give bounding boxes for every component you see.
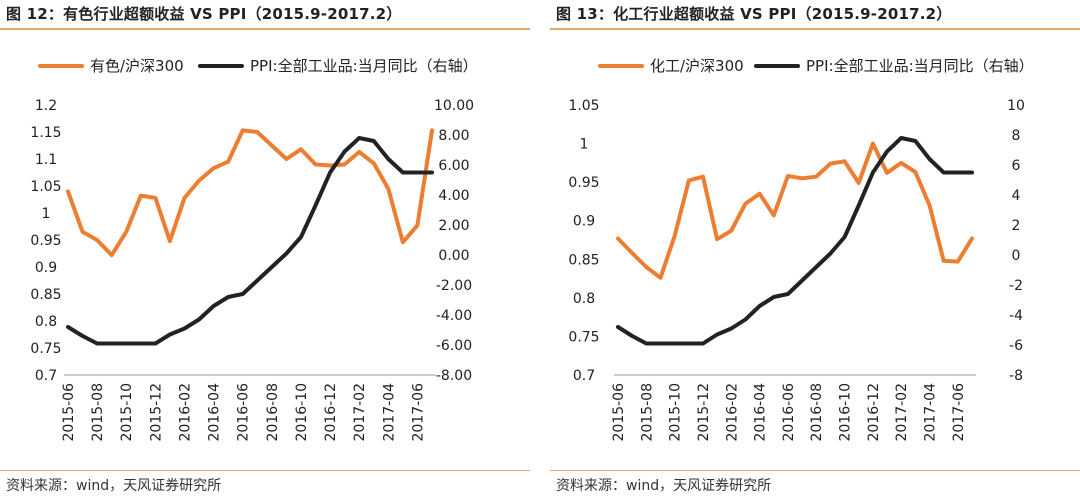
title-divider bbox=[0, 28, 530, 30]
y-right-tick-label: -2 bbox=[1009, 278, 1023, 294]
y-left-tick-label: 1.05 bbox=[30, 179, 61, 195]
y-left-tick-label: 0.75 bbox=[568, 329, 599, 345]
y-right-tick-label: 6 bbox=[1012, 158, 1021, 174]
x-tick-label: 2015-12 bbox=[148, 383, 164, 442]
x-tick-label: 2017-06 bbox=[410, 383, 426, 442]
x-tick-label: 2017-04 bbox=[381, 383, 397, 442]
series-line bbox=[616, 136, 974, 346]
y-right-tick-label: 0 bbox=[1012, 248, 1021, 264]
x-tick-label: 2015-12 bbox=[696, 383, 712, 442]
y-left-tick-label: 1.2 bbox=[35, 98, 57, 114]
y-left-tick-label: 0.85 bbox=[30, 287, 61, 303]
y-left-tick-label: 1 bbox=[580, 137, 589, 153]
title-divider bbox=[550, 28, 1080, 30]
y-left-tick-label: 0.95 bbox=[30, 233, 61, 249]
y-left-tick-label: 1 bbox=[42, 206, 51, 222]
x-tick-label: 2016-08 bbox=[809, 383, 825, 442]
y-right-tick-label: 6.00 bbox=[438, 158, 469, 174]
x-tick-label: 2017-02 bbox=[352, 383, 368, 442]
legend-label: 化工/沪深300 bbox=[650, 57, 744, 75]
x-tick-label: 2016-10 bbox=[838, 383, 854, 442]
x-tick-label: 2015-06 bbox=[611, 383, 627, 442]
x-tick-label: 2016-12 bbox=[323, 383, 339, 442]
y-left-tick-label: 0.8 bbox=[573, 291, 595, 307]
x-tick-label: 2015-08 bbox=[639, 383, 655, 442]
y-right-tick-label: -2.00 bbox=[436, 278, 472, 294]
y-left-tick-label: 0.9 bbox=[573, 214, 595, 230]
x-tick-label: 2017-02 bbox=[894, 383, 910, 442]
x-tick-label: 2016-04 bbox=[753, 383, 769, 442]
y-right-tick-label: 10.00 bbox=[434, 98, 474, 114]
x-tick-label: 2017-04 bbox=[923, 383, 939, 442]
x-tick-label: 2016-06 bbox=[781, 383, 797, 442]
x-tick-label: 2016-06 bbox=[236, 383, 252, 442]
y-right-tick-label: 8 bbox=[1012, 128, 1021, 144]
chart-title: 图 13：化工行业超额收益 VS PPI（2015.9-2017.2） bbox=[556, 5, 952, 23]
series-line bbox=[616, 141, 974, 280]
x-tick-label: 2016-02 bbox=[724, 383, 740, 442]
y-right-tick-label: -6 bbox=[1009, 338, 1023, 354]
x-tick-label: 2017-06 bbox=[951, 383, 967, 442]
y-left-tick-label: 1.05 bbox=[568, 98, 599, 114]
y-right-tick-label: 10 bbox=[1007, 98, 1025, 114]
y-left-tick-label: 0.75 bbox=[30, 341, 61, 357]
x-tick-label: 2015-06 bbox=[61, 383, 77, 442]
source-note: 资料来源：wind，天风证券研究所 bbox=[6, 478, 222, 494]
x-tick-label: 2015-08 bbox=[90, 383, 106, 442]
x-tick-label: 2016-04 bbox=[207, 383, 223, 442]
x-tick-label: 2015-10 bbox=[119, 383, 135, 442]
y-right-tick-label: -6.00 bbox=[436, 338, 472, 354]
y-right-tick-label: 0.00 bbox=[438, 248, 469, 264]
y-right-tick-label: 2.00 bbox=[438, 218, 469, 234]
source-divider bbox=[550, 470, 1080, 471]
y-right-tick-label: 4.00 bbox=[438, 188, 469, 204]
y-left-tick-label: 0.9 bbox=[35, 260, 57, 276]
x-tick-label: 2016-12 bbox=[866, 383, 882, 442]
legend-label: PPI:全部工业品:当月同比（右轴） bbox=[806, 57, 1034, 75]
series-line bbox=[66, 136, 434, 346]
y-right-tick-label: -8 bbox=[1009, 368, 1023, 384]
y-right-tick-label: 4 bbox=[1012, 188, 1021, 204]
y-left-tick-label: 0.95 bbox=[568, 175, 599, 191]
x-tick-label: 2016-08 bbox=[265, 383, 281, 442]
y-left-tick-label: 0.8 bbox=[35, 314, 57, 330]
chart-panel-nonferrous: 图 12：有色行业超额收益 VS PPI（2015.9-2017.2） 0.7 0… bbox=[0, 0, 530, 498]
source-note: 资料来源：wind，天风证券研究所 bbox=[556, 478, 772, 494]
y-right-tick-label: 8.00 bbox=[438, 128, 469, 144]
chart-title: 图 12：有色行业超额收益 VS PPI（2015.9-2017.2） bbox=[6, 5, 402, 23]
y-right-tick-label: -4 bbox=[1009, 308, 1023, 324]
series-line bbox=[66, 128, 434, 258]
chart-nonferrous-vs-ppi: 0.7 0.75 0.8 0.85 0.9 0.95 1 1.05 1.1 1.15 1.2 -8.0… bbox=[30, 57, 478, 442]
source-divider bbox=[0, 470, 530, 471]
chart-panel-chemical: 图 13：化工行业超额收益 VS PPI（2015.9-2017.2） 0.7 0… bbox=[550, 0, 1080, 498]
legend-label: 有色/沪深300 bbox=[90, 57, 184, 75]
y-right-tick-label: -8.00 bbox=[436, 368, 472, 384]
y-right-tick-label: -4.00 bbox=[436, 308, 472, 324]
x-tick-label: 2015-10 bbox=[668, 383, 684, 442]
x-tick-label: 2016-02 bbox=[177, 383, 193, 442]
chart-chemical-vs-ppi: 0.7 0.75 0.8 0.85 0.9 0.95 1 1.05 -8 -6 -4 -2 0 2 4 6 8 1… bbox=[568, 57, 1034, 442]
legend-label: PPI:全部工业品:当月同比（右轴） bbox=[250, 57, 478, 75]
y-left-tick-label: 1.1 bbox=[35, 152, 57, 168]
x-tick-label: 2016-10 bbox=[294, 383, 310, 442]
y-left-tick-label: 0.85 bbox=[568, 252, 599, 268]
y-left-tick-label: 0.7 bbox=[35, 368, 57, 384]
y-right-tick-label: 2 bbox=[1012, 218, 1021, 234]
y-left-tick-label: 1.15 bbox=[30, 125, 61, 141]
y-left-tick-label: 0.7 bbox=[573, 368, 595, 384]
